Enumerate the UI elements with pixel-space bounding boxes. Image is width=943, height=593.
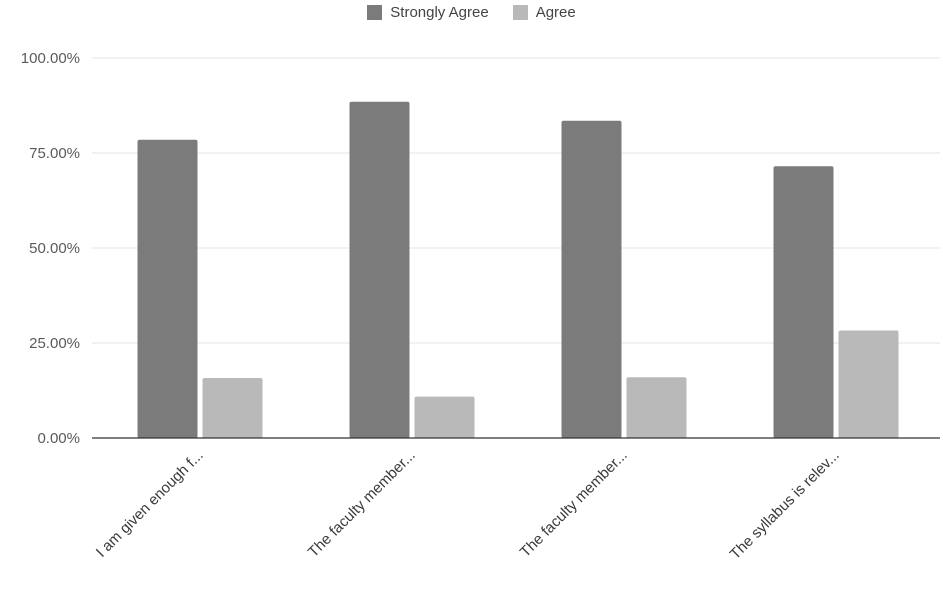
x-category-label: I am given enough f... bbox=[93, 447, 207, 561]
legend-item-strongly-agree[interactable]: Strongly Agree bbox=[367, 4, 489, 21]
bar-agree[interactable] bbox=[414, 396, 475, 438]
bar-strongly-agree[interactable] bbox=[137, 139, 198, 438]
y-tick-label: 50.00% bbox=[29, 240, 80, 257]
legend-label-agree: Agree bbox=[535, 4, 576, 21]
legend-swatch-strongly-agree bbox=[367, 5, 383, 20]
x-category-label: The faculty member... bbox=[305, 447, 419, 561]
y-tick-label: 25.00% bbox=[29, 335, 80, 352]
y-tick-label: 100.00% bbox=[21, 50, 80, 67]
y-tick-label: 0.00% bbox=[37, 430, 80, 447]
bar-strongly-agree[interactable] bbox=[773, 166, 834, 439]
x-category-label: The faculty member... bbox=[517, 447, 631, 561]
x-category-label: The syllabus is relev... bbox=[727, 447, 843, 563]
legend-label-strongly-agree: Strongly Agree bbox=[390, 4, 489, 21]
bar-agree[interactable] bbox=[838, 330, 899, 438]
bar-agree[interactable] bbox=[626, 377, 687, 438]
bar-agree[interactable] bbox=[202, 377, 263, 438]
y-tick-label: 75.00% bbox=[29, 145, 80, 162]
legend-swatch-agree bbox=[512, 5, 528, 20]
bar-strongly-agree[interactable] bbox=[561, 120, 622, 438]
bar-strongly-agree[interactable] bbox=[349, 101, 410, 438]
chart-legend: Strongly Agree Agree bbox=[0, 4, 943, 21]
legend-item-agree[interactable]: Agree bbox=[512, 4, 576, 21]
